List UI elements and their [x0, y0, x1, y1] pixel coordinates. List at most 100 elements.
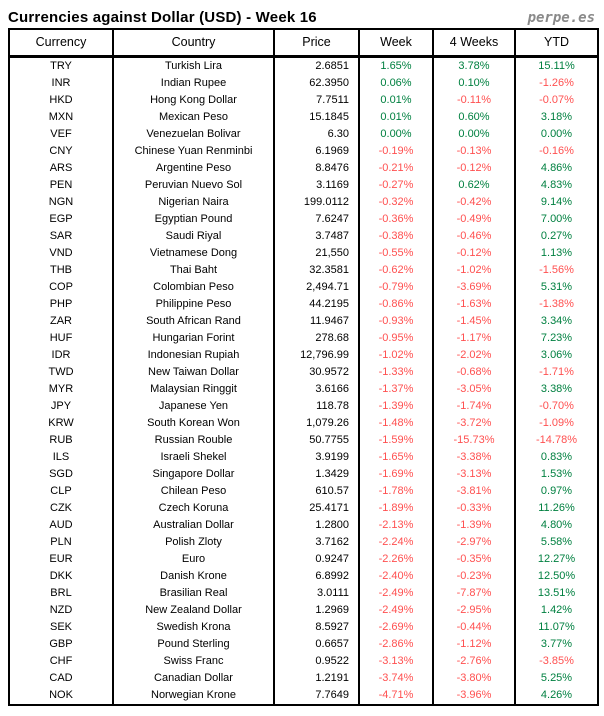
cell-country: New Taiwan Dollar: [112, 363, 275, 381]
cell-country: Nigerian Naira: [112, 193, 275, 211]
table-row: MYR Malaysian Ringgit 3.6166 -1.37% -3.05% 3.…: [8, 380, 599, 398]
table-row: EUR Euro 0.9247 -2.26% -0.35% 12.27%: [8, 550, 599, 568]
cell-week: 1.65%: [358, 56, 434, 75]
cell-country: Thai Baht: [112, 261, 275, 279]
cell-week: -2.13%: [358, 516, 434, 534]
cell-price: 8.5927: [273, 618, 360, 636]
cell-4weeks: -3.96%: [432, 686, 516, 705]
cell-country: Pound Sterling: [112, 635, 275, 653]
cell-country: Saudi Riyal: [112, 227, 275, 245]
cell-currency-code: CAD: [8, 669, 114, 687]
cell-price: 50.7755: [273, 431, 360, 449]
cell-country: Chilean Peso: [112, 482, 275, 500]
cell-currency-code: BRL: [8, 584, 114, 602]
cell-week: -1.37%: [358, 380, 434, 398]
cell-4weeks: -1.12%: [432, 635, 516, 653]
cell-week: -1.78%: [358, 482, 434, 500]
table-row: ZAR South African Rand 11.9467 -0.93% -1.45%…: [8, 312, 599, 330]
cell-week: -1.39%: [358, 397, 434, 415]
cell-country: Euro: [112, 550, 275, 568]
table-row: JPY Japanese Yen 118.78 -1.39% -1.74% -0.70%: [8, 397, 599, 415]
table-row: PLN Polish Zloty 3.7162 -2.24% -2.97% 5.58%: [8, 533, 599, 551]
cell-price: 3.9199: [273, 448, 360, 466]
cell-currency-code: EUR: [8, 550, 114, 568]
currency-table: Currency Country Price Week 4 Weeks YTD …: [8, 28, 599, 706]
cell-currency-code: VND: [8, 244, 114, 262]
cell-ytd: 3.34%: [514, 312, 599, 330]
cell-currency-code: THB: [8, 261, 114, 279]
cell-4weeks: -0.12%: [432, 159, 516, 177]
cell-4weeks: -0.11%: [432, 91, 516, 109]
cell-price: 7.6247: [273, 210, 360, 228]
cell-week: -0.86%: [358, 295, 434, 313]
cell-week: -0.27%: [358, 176, 434, 194]
cell-country: Hong Kong Dollar: [112, 91, 275, 109]
cell-ytd: 4.83%: [514, 176, 599, 194]
cell-ytd: -0.70%: [514, 397, 599, 415]
cell-4weeks: -0.44%: [432, 618, 516, 636]
cell-4weeks: -0.12%: [432, 244, 516, 262]
table-row: VEF Venezuelan Bolivar 6.30 0.00% 0.00% 0.00%: [8, 125, 599, 143]
table-row: THB Thai Baht 32.3581 -0.62% -1.02% -1.56%: [8, 261, 599, 279]
cell-currency-code: CHF: [8, 652, 114, 670]
cell-ytd: -1.56%: [514, 261, 599, 279]
cell-ytd: 3.38%: [514, 380, 599, 398]
cell-price: 32.3581: [273, 261, 360, 279]
cell-currency-code: VEF: [8, 125, 114, 143]
cell-country: Egyptian Pound: [112, 210, 275, 228]
table-row: DKK Danish Krone 6.8992 -2.40% -0.23% 12.50%: [8, 567, 599, 585]
cell-currency-code: AUD: [8, 516, 114, 534]
cell-week: -1.89%: [358, 499, 434, 517]
cell-country: Chinese Yuan Renminbi: [112, 142, 275, 160]
cell-week: -0.95%: [358, 329, 434, 347]
table-row: BRL Brasilian Real 3.0111 -2.49% -7.87% 13.51…: [8, 584, 599, 602]
cell-country: Philippine Peso: [112, 295, 275, 313]
cell-country: Hungarian Forint: [112, 329, 275, 347]
page-title: Currencies against Dollar (USD) - Week 1…: [8, 9, 317, 26]
cell-ytd: 5.58%: [514, 533, 599, 551]
cell-country: Danish Krone: [112, 567, 275, 585]
cell-4weeks: -1.45%: [432, 312, 516, 330]
table-row: CAD Canadian Dollar 1.2191 -3.74% -3.80% 5.25…: [8, 669, 599, 687]
cell-ytd: 5.31%: [514, 278, 599, 296]
column-header-ytd: YTD: [514, 28, 599, 58]
cell-ytd: 0.00%: [514, 125, 599, 143]
cell-week: -0.19%: [358, 142, 434, 160]
cell-ytd: 0.83%: [514, 448, 599, 466]
cell-currency-code: CZK: [8, 499, 114, 517]
table-row: COP Colombian Peso 2,494.71 -0.79% -3.69% 5.3…: [8, 278, 599, 296]
cell-ytd: 12.27%: [514, 550, 599, 568]
cell-country: Canadian Dollar: [112, 669, 275, 687]
cell-ytd: 15.11%: [514, 56, 599, 75]
cell-currency-code: ARS: [8, 159, 114, 177]
cell-4weeks: -0.42%: [432, 193, 516, 211]
cell-week: -1.02%: [358, 346, 434, 364]
cell-price: 11.9467: [273, 312, 360, 330]
cell-country: Turkish Lira: [112, 56, 275, 75]
cell-price: 118.78: [273, 397, 360, 415]
cell-week: -0.79%: [358, 278, 434, 296]
cell-ytd: 7.00%: [514, 210, 599, 228]
cell-price: 1.3429: [273, 465, 360, 483]
cell-price: 2,494.71: [273, 278, 360, 296]
cell-4weeks: -3.69%: [432, 278, 516, 296]
cell-currency-code: MXN: [8, 108, 114, 126]
cell-currency-code: DKK: [8, 567, 114, 585]
cell-week: -0.36%: [358, 210, 434, 228]
cell-4weeks: -2.97%: [432, 533, 516, 551]
cell-week: -1.33%: [358, 363, 434, 381]
cell-ytd: 4.26%: [514, 686, 599, 705]
cell-currency-code: PLN: [8, 533, 114, 551]
cell-currency-code: ZAR: [8, 312, 114, 330]
top-bar: Currencies against Dollar (USD) - Week 1…: [8, 3, 597, 28]
cell-week: 0.06%: [358, 74, 434, 92]
cell-week: -2.26%: [358, 550, 434, 568]
table-row: RUB Russian Rouble 50.7755 -1.59% -15.73% -14…: [8, 431, 599, 449]
table-row: GBP Pound Sterling 0.6657 -2.86% -1.12% 3.77%: [8, 635, 599, 653]
cell-ytd: -0.16%: [514, 142, 599, 160]
table-header: Currency Country Price Week 4 Weeks YTD: [8, 28, 599, 58]
cell-country: Polish Zloty: [112, 533, 275, 551]
table-row: SAR Saudi Riyal 3.7487 -0.38% -0.46% 0.27%: [8, 227, 599, 245]
cell-ytd: 13.51%: [514, 584, 599, 602]
